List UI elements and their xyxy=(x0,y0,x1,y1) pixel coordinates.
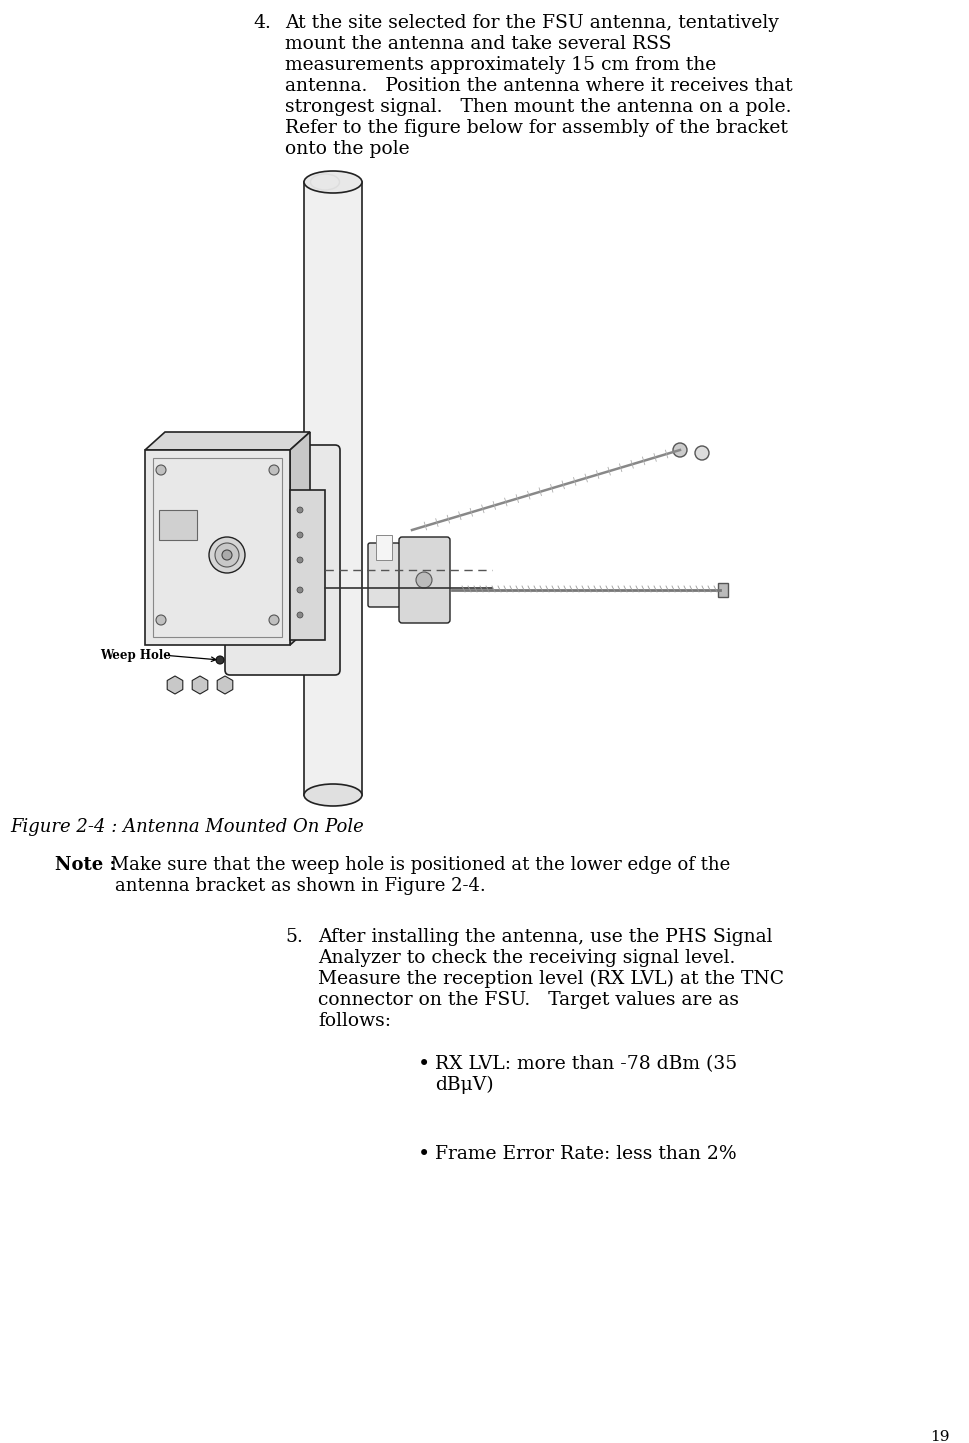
Text: Weep Hole: Weep Hole xyxy=(100,648,171,661)
Circle shape xyxy=(297,587,302,593)
Bar xyxy=(717,583,728,597)
Text: antenna.   Position the antenna where it receives that: antenna. Position the antenna where it r… xyxy=(285,76,792,95)
Bar xyxy=(376,535,391,560)
Bar xyxy=(153,457,282,636)
Text: 19: 19 xyxy=(929,1430,949,1443)
Text: dBμV): dBμV) xyxy=(434,1076,493,1094)
Bar xyxy=(290,491,325,641)
Text: Figure 2-4 : Antenna Mounted On Pole: Figure 2-4 : Antenna Mounted On Pole xyxy=(10,818,363,835)
Circle shape xyxy=(156,615,166,625)
Text: •: • xyxy=(418,1055,430,1074)
Circle shape xyxy=(297,506,302,514)
Bar xyxy=(303,182,361,795)
Text: Analyzer to check the receiving signal level.: Analyzer to check the receiving signal l… xyxy=(318,949,735,967)
Circle shape xyxy=(416,571,431,587)
Bar xyxy=(144,450,290,645)
Text: strongest signal.   Then mount the antenna on a pole.: strongest signal. Then mount the antenna… xyxy=(285,98,791,115)
Circle shape xyxy=(215,543,238,567)
Text: Make sure that the weep hole is positioned at the lower edge of the: Make sure that the weep hole is position… xyxy=(105,856,730,874)
Ellipse shape xyxy=(303,784,361,807)
Circle shape xyxy=(694,446,708,460)
Text: After installing the antenna, use the PHS Signal: After installing the antenna, use the PH… xyxy=(318,928,771,947)
Polygon shape xyxy=(290,431,310,645)
Circle shape xyxy=(208,537,245,573)
Circle shape xyxy=(222,550,232,560)
FancyBboxPatch shape xyxy=(398,537,450,623)
Text: RX LVL: more than -78 dBm (35: RX LVL: more than -78 dBm (35 xyxy=(434,1055,736,1074)
Bar xyxy=(159,509,197,540)
Text: measurements approximately 15 cm from the: measurements approximately 15 cm from th… xyxy=(285,56,715,74)
Text: 5.: 5. xyxy=(285,928,302,947)
Circle shape xyxy=(156,465,166,475)
Circle shape xyxy=(268,465,279,475)
Circle shape xyxy=(297,532,302,538)
Text: Measure the reception level (RX LVL) at the TNC: Measure the reception level (RX LVL) at … xyxy=(318,970,783,988)
Circle shape xyxy=(672,443,686,457)
Ellipse shape xyxy=(303,172,361,193)
Circle shape xyxy=(297,612,302,618)
Text: onto the pole: onto the pole xyxy=(285,140,409,157)
Text: antenna bracket as shown in Figure 2-4.: antenna bracket as shown in Figure 2-4. xyxy=(115,877,485,895)
Text: connector on the FSU.   Target values are as: connector on the FSU. Target values are … xyxy=(318,991,738,1009)
Text: 4.: 4. xyxy=(253,14,270,32)
Circle shape xyxy=(297,557,302,563)
FancyBboxPatch shape xyxy=(367,543,399,608)
Text: •: • xyxy=(418,1144,430,1165)
Text: mount the antenna and take several RSS: mount the antenna and take several RSS xyxy=(285,35,671,53)
Text: Note :: Note : xyxy=(55,856,116,874)
Circle shape xyxy=(216,657,224,664)
FancyBboxPatch shape xyxy=(225,444,340,675)
Text: follows:: follows: xyxy=(318,1012,391,1030)
Circle shape xyxy=(268,615,279,625)
Text: At the site selected for the FSU antenna, tentatively: At the site selected for the FSU antenna… xyxy=(285,14,778,32)
Polygon shape xyxy=(144,431,310,450)
Text: Refer to the figure below for assembly of the bracket: Refer to the figure below for assembly o… xyxy=(285,118,787,137)
Text: Frame Error Rate: less than 2%: Frame Error Rate: less than 2% xyxy=(434,1144,735,1163)
